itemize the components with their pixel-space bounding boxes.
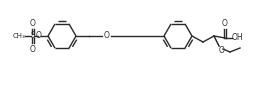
Text: O: O	[35, 32, 41, 40]
Text: O: O	[219, 46, 225, 55]
Polygon shape	[214, 36, 220, 46]
Text: O: O	[30, 18, 36, 27]
Text: O: O	[104, 32, 110, 40]
Text: OH: OH	[232, 34, 244, 43]
Text: CH₃: CH₃	[12, 33, 25, 39]
Text: O: O	[222, 19, 228, 28]
Text: O: O	[30, 45, 36, 54]
Text: S: S	[31, 32, 35, 40]
